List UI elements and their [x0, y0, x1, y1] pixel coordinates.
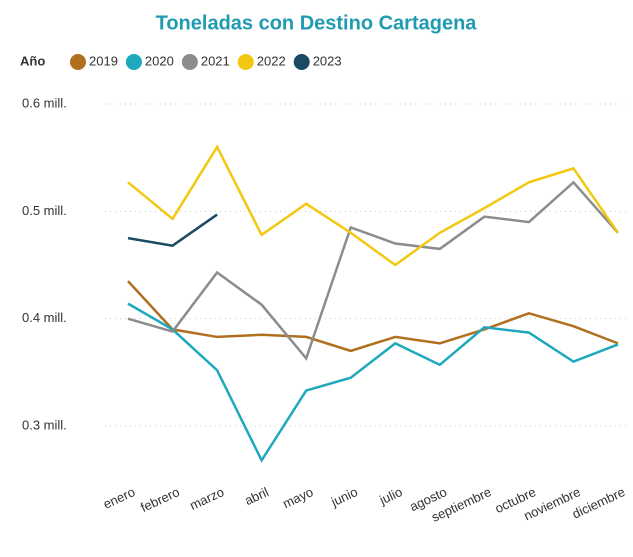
- y-tick-label: 0.6 mill.: [22, 95, 67, 110]
- legend-marker: [125, 54, 142, 70]
- legend-marker: [293, 54, 310, 70]
- legend-marker: [70, 54, 86, 70]
- legend-marker: [237, 54, 254, 70]
- x-tick-label: febrero: [138, 484, 182, 515]
- y-tick-label: 0.3 mill.: [22, 417, 67, 432]
- x-tick-label: mayo: [280, 484, 315, 511]
- series-line: [127, 302, 619, 463]
- series-line: [127, 180, 619, 361]
- legend-label: 2020: [145, 53, 174, 68]
- legend-title: Año: [20, 53, 45, 68]
- x-tick-label: marzo: [187, 484, 226, 513]
- series-line: [127, 144, 620, 267]
- legend-label: 2019: [89, 53, 118, 68]
- y-tick-label: 0.5 mill.: [22, 203, 67, 218]
- x-tick-label: abril: [242, 484, 271, 508]
- series-line: [127, 213, 218, 247]
- x-tick-label: enero: [101, 484, 137, 512]
- series-line: [127, 280, 619, 353]
- legend-label: 2021: [201, 53, 230, 68]
- x-tick-label: junio: [328, 484, 360, 510]
- legend-marker: [181, 54, 198, 70]
- y-tick-label: 0.4 mill.: [22, 310, 67, 325]
- legend-label: 2023: [313, 53, 342, 68]
- legend-label: 2022: [257, 53, 286, 68]
- x-tick-label: julio: [376, 484, 404, 508]
- chart-title: Toneladas con Destino Cartagena: [156, 12, 478, 34]
